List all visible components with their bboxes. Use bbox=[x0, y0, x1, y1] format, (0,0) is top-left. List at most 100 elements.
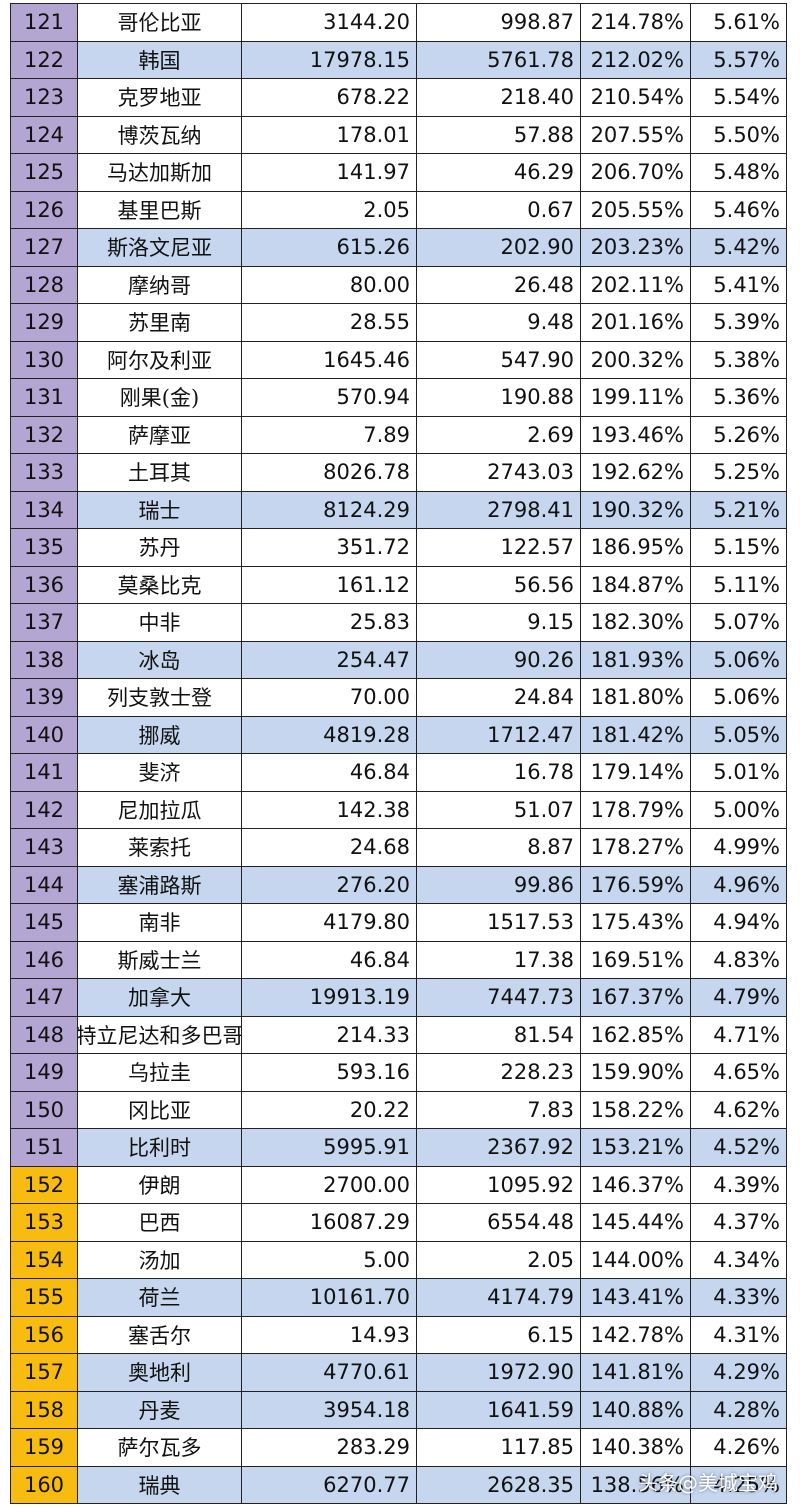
rank-cell: 152 bbox=[10, 1166, 78, 1203]
data-table: 121 哥伦比亚 3144.20 998.87 214.78% 5.61% 122 韩国 179… bbox=[10, 3, 787, 1504]
table-row: 122 韩国 17978.15 5761.78 212.02% 5.57% bbox=[10, 41, 787, 79]
percent-d-cell: 5.38% bbox=[691, 341, 787, 378]
value-b-cell: 6554.48 bbox=[417, 1204, 581, 1241]
percent-d-cell: 5.00% bbox=[691, 791, 787, 828]
country-name-cell: 基里巴斯 bbox=[78, 191, 242, 228]
table-row: 126 基里巴斯 2.05 0.67 205.55% 5.46% bbox=[10, 191, 787, 229]
country-name-cell: 克罗地亚 bbox=[78, 79, 242, 116]
table-row: 132 萨摩亚 7.89 2.69 193.46% 5.26% bbox=[10, 416, 787, 454]
table-row: 121 哥伦比亚 3144.20 998.87 214.78% 5.61% bbox=[10, 4, 787, 42]
rank-cell: 136 bbox=[10, 566, 78, 603]
percent-d-cell: 5.11% bbox=[691, 566, 787, 603]
value-a-cell: 5995.91 bbox=[242, 1129, 417, 1166]
country-name-cell: 斐济 bbox=[78, 754, 242, 791]
value-b-cell: 90.26 bbox=[417, 641, 581, 678]
country-name-cell: 乌拉圭 bbox=[78, 1054, 242, 1091]
percent-c-cell: 200.32% bbox=[581, 341, 691, 378]
rank-cell: 159 bbox=[10, 1429, 78, 1466]
table-row: 124 博茨瓦纳 178.01 57.88 207.55% 5.50% bbox=[10, 116, 787, 154]
country-name-cell: 挪威 bbox=[78, 716, 242, 753]
value-a-cell: 8026.78 bbox=[242, 454, 417, 491]
percent-c-cell: 201.16% bbox=[581, 304, 691, 341]
percent-d-cell: 4.79% bbox=[691, 979, 787, 1016]
percent-c-cell: 182.30% bbox=[581, 604, 691, 641]
value-b-cell: 51.07 bbox=[417, 791, 581, 828]
country-name-cell: 南非 bbox=[78, 904, 242, 941]
percent-c-cell: 141.81% bbox=[581, 1354, 691, 1391]
table-row: 156 塞舌尔 14.93 6.15 142.78% 4.31% bbox=[10, 1316, 787, 1354]
value-a-cell: 46.84 bbox=[242, 754, 417, 791]
table-row: 146 斯威士兰 46.84 17.38 169.51% 4.83% bbox=[10, 941, 787, 979]
country-name-cell: 瑞典 bbox=[78, 1466, 242, 1503]
percent-d-cell: 4.25% bbox=[691, 1466, 787, 1503]
rank-cell: 144 bbox=[10, 866, 78, 903]
value-a-cell: 678.22 bbox=[242, 79, 417, 116]
percent-c-cell: 199.11% bbox=[581, 379, 691, 416]
value-b-cell: 2628.35 bbox=[417, 1466, 581, 1503]
value-b-cell: 9.48 bbox=[417, 304, 581, 341]
percent-c-cell: 205.55% bbox=[581, 191, 691, 228]
percent-d-cell: 5.57% bbox=[691, 41, 787, 78]
value-b-cell: 1517.53 bbox=[417, 904, 581, 941]
country-name-cell: 哥伦比亚 bbox=[78, 4, 242, 41]
table-row: 123 克罗地亚 678.22 218.40 210.54% 5.54% bbox=[10, 79, 787, 117]
rank-cell: 131 bbox=[10, 379, 78, 416]
percent-d-cell: 4.96% bbox=[691, 866, 787, 903]
value-b-cell: 2743.03 bbox=[417, 454, 581, 491]
percent-d-cell: 4.83% bbox=[691, 941, 787, 978]
value-b-cell: 57.88 bbox=[417, 116, 581, 153]
value-a-cell: 570.94 bbox=[242, 379, 417, 416]
country-name-cell: 荷兰 bbox=[78, 1279, 242, 1316]
rank-cell: 127 bbox=[10, 229, 78, 266]
percent-d-cell: 5.42% bbox=[691, 229, 787, 266]
value-a-cell: 276.20 bbox=[242, 866, 417, 903]
percent-d-cell: 5.36% bbox=[691, 379, 787, 416]
value-b-cell: 8.87 bbox=[417, 829, 581, 866]
country-name-cell: 瑞士 bbox=[78, 491, 242, 528]
value-a-cell: 615.26 bbox=[242, 229, 417, 266]
percent-c-cell: 169.51% bbox=[581, 941, 691, 978]
percent-d-cell: 4.94% bbox=[691, 904, 787, 941]
table-row: 133 土耳其 8026.78 2743.03 192.62% 5.25% bbox=[10, 454, 787, 492]
value-b-cell: 81.54 bbox=[417, 1016, 581, 1053]
table-row: 159 萨尔瓦多 283.29 117.85 140.38% 4.26% bbox=[10, 1429, 787, 1467]
percent-c-cell: 212.02% bbox=[581, 41, 691, 78]
percent-d-cell: 4.31% bbox=[691, 1316, 787, 1353]
percent-d-cell: 4.65% bbox=[691, 1054, 787, 1091]
country-name-cell: 汤加 bbox=[78, 1241, 242, 1278]
country-name-cell: 博茨瓦纳 bbox=[78, 116, 242, 153]
country-name-cell: 中非 bbox=[78, 604, 242, 641]
value-b-cell: 56.56 bbox=[417, 566, 581, 603]
percent-d-cell: 4.26% bbox=[691, 1429, 787, 1466]
rank-cell: 149 bbox=[10, 1054, 78, 1091]
table-row: 154 汤加 5.00 2.05 144.00% 4.34% bbox=[10, 1241, 787, 1279]
percent-c-cell: 207.55% bbox=[581, 116, 691, 153]
rank-cell: 124 bbox=[10, 116, 78, 153]
rank-cell: 121 bbox=[10, 4, 78, 41]
value-b-cell: 117.85 bbox=[417, 1429, 581, 1466]
value-b-cell: 190.88 bbox=[417, 379, 581, 416]
percent-d-cell: 4.37% bbox=[691, 1204, 787, 1241]
value-a-cell: 17978.15 bbox=[242, 41, 417, 78]
country-name-cell: 苏里南 bbox=[78, 304, 242, 341]
country-name-cell: 阿尔及利亚 bbox=[78, 341, 242, 378]
rank-cell: 147 bbox=[10, 979, 78, 1016]
value-b-cell: 1712.47 bbox=[417, 716, 581, 753]
value-a-cell: 351.72 bbox=[242, 529, 417, 566]
percent-d-cell: 5.06% bbox=[691, 679, 787, 716]
table-row: 142 尼加拉瓜 142.38 51.07 178.79% 5.00% bbox=[10, 791, 787, 829]
country-name-cell: 列支敦士登 bbox=[78, 679, 242, 716]
country-name-cell: 加拿大 bbox=[78, 979, 242, 1016]
table-row: 127 斯洛文尼亚 615.26 202.90 203.23% 5.42% bbox=[10, 229, 787, 267]
value-b-cell: 547.90 bbox=[417, 341, 581, 378]
rank-cell: 160 bbox=[10, 1466, 78, 1503]
country-name-cell: 苏丹 bbox=[78, 529, 242, 566]
table-row: 157 奥地利 4770.61 1972.90 141.81% 4.29% bbox=[10, 1354, 787, 1392]
value-a-cell: 3144.20 bbox=[242, 4, 417, 41]
value-b-cell: 7.83 bbox=[417, 1091, 581, 1128]
rank-cell: 135 bbox=[10, 529, 78, 566]
rank-cell: 122 bbox=[10, 41, 78, 78]
percent-c-cell: 181.93% bbox=[581, 641, 691, 678]
percent-d-cell: 5.07% bbox=[691, 604, 787, 641]
value-a-cell: 141.97 bbox=[242, 154, 417, 191]
